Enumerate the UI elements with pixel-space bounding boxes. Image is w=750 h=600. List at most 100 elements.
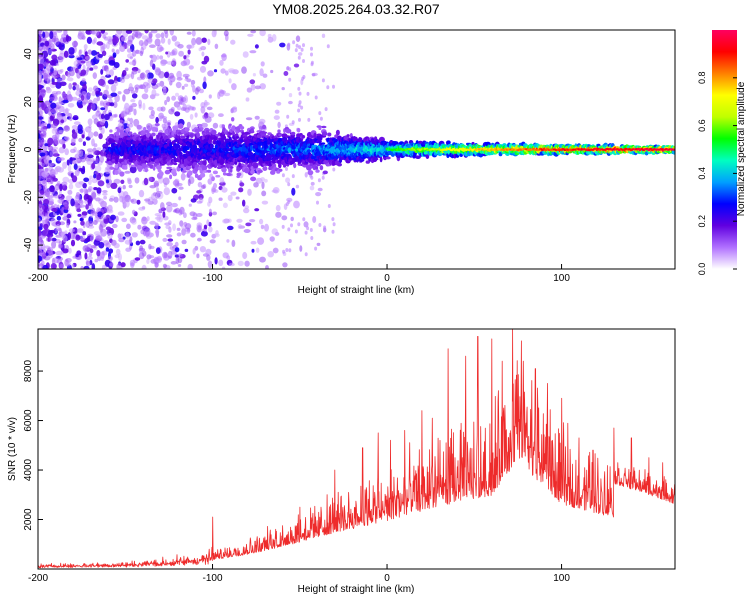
noise-cell xyxy=(57,228,62,232)
noise-cell xyxy=(57,167,64,173)
noise-cell xyxy=(275,204,281,212)
band-cell xyxy=(250,176,257,182)
noise-cell xyxy=(324,107,328,112)
noise-cell xyxy=(76,71,81,79)
noise-cell xyxy=(332,167,336,172)
noise-cell xyxy=(302,75,306,79)
noise-cell xyxy=(97,180,105,187)
noise-cell xyxy=(201,122,208,128)
noise-cell xyxy=(122,70,127,77)
noise-cell xyxy=(271,228,278,235)
band-cell xyxy=(144,166,148,173)
noise-cell xyxy=(93,65,98,70)
noise-cell xyxy=(162,177,170,185)
noise-cell xyxy=(70,198,75,207)
noise-cell xyxy=(186,121,191,129)
noise-cell xyxy=(127,177,132,182)
noise-cell xyxy=(217,91,221,100)
band-cell xyxy=(257,169,263,173)
noise-cell xyxy=(96,175,101,181)
noise-cell xyxy=(139,84,146,90)
noise-cell xyxy=(59,221,65,226)
noise-cell xyxy=(72,85,76,91)
noise-cell xyxy=(58,147,65,154)
noise-cell xyxy=(227,225,234,231)
noise-cell xyxy=(99,155,104,163)
noise-cell xyxy=(102,35,107,39)
band-cell xyxy=(212,170,218,175)
noise-cell xyxy=(42,131,47,136)
noise-cell xyxy=(176,70,182,79)
noise-cell xyxy=(55,234,63,238)
noise-cell xyxy=(302,217,306,222)
noise-cell xyxy=(134,49,141,55)
noise-cell xyxy=(110,84,117,93)
noise-cell xyxy=(192,248,196,255)
noise-cell xyxy=(271,189,279,193)
noise-cell xyxy=(160,37,166,44)
noise-cell xyxy=(264,178,268,183)
noise-cell xyxy=(327,204,331,208)
noise-cell xyxy=(143,177,149,186)
band-cell xyxy=(181,170,187,173)
noise-cell xyxy=(62,235,68,243)
noise-cell xyxy=(88,157,95,162)
noise-cell xyxy=(123,88,131,95)
noise-cell xyxy=(113,80,119,87)
noise-cell xyxy=(65,34,69,43)
noise-cell xyxy=(259,218,264,225)
noise-cell xyxy=(38,84,42,91)
noise-cell xyxy=(259,83,267,90)
noise-cell xyxy=(112,223,118,229)
noise-cell xyxy=(120,112,125,118)
noise-cell xyxy=(138,40,144,46)
noise-cell xyxy=(126,48,132,53)
noise-cell xyxy=(124,67,129,72)
noise-cell xyxy=(82,165,86,173)
noise-cell xyxy=(146,258,150,264)
noise-cell xyxy=(48,119,52,125)
noise-cell xyxy=(118,237,125,243)
noise-cell xyxy=(162,251,168,259)
noise-cell xyxy=(120,36,127,42)
noise-cell xyxy=(285,177,291,183)
noise-cell xyxy=(222,202,228,209)
noise-cell xyxy=(62,99,69,104)
noise-cell xyxy=(149,44,156,48)
noise-cell xyxy=(184,248,189,252)
noise-cell xyxy=(197,181,203,188)
noise-cell xyxy=(53,95,57,100)
noise-cell xyxy=(183,55,187,60)
noise-cell xyxy=(238,187,244,193)
noise-cell xyxy=(103,89,109,97)
noise-cell xyxy=(62,216,69,221)
noise-cell xyxy=(188,44,195,49)
noise-cell xyxy=(96,147,102,151)
noise-cell xyxy=(312,216,317,223)
noise-cell xyxy=(196,190,202,194)
noise-cell xyxy=(138,189,145,198)
band-cell xyxy=(188,170,193,176)
noise-cell xyxy=(91,192,97,200)
noise-cell xyxy=(46,247,52,254)
noise-cell xyxy=(298,45,302,50)
noise-cell xyxy=(38,30,43,34)
noise-cell xyxy=(281,224,285,229)
noise-cell xyxy=(166,242,173,247)
band-cell xyxy=(166,166,173,170)
noise-cell xyxy=(109,102,115,107)
noise-cell xyxy=(145,231,149,238)
noise-cell xyxy=(174,247,180,253)
noise-cell xyxy=(171,35,177,42)
noise-cell xyxy=(82,64,86,71)
noise-cell xyxy=(181,85,185,90)
noise-cell xyxy=(259,256,266,263)
noise-cell xyxy=(196,253,200,259)
noise-cell xyxy=(309,228,313,232)
noise-cell xyxy=(117,91,122,95)
noise-cell xyxy=(254,115,260,120)
noise-cell xyxy=(45,107,49,114)
noise-cell xyxy=(49,162,55,167)
noise-cell xyxy=(302,59,305,63)
noise-cell xyxy=(249,79,256,85)
